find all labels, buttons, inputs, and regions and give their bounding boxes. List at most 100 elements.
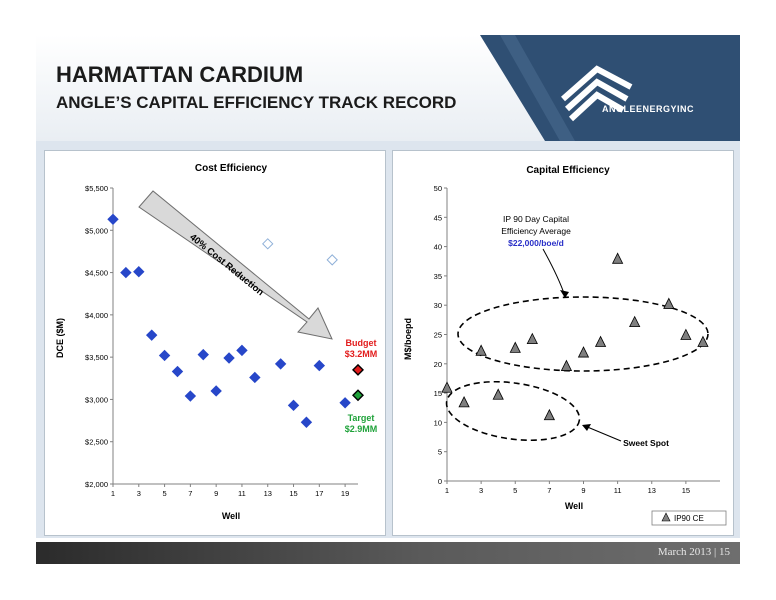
data-point-diamond — [300, 416, 313, 428]
slide-footer: March 2013 | 15 — [36, 542, 740, 564]
budget-value: $3.2MM — [345, 349, 378, 359]
x-tick-label: 9 — [581, 486, 585, 495]
cost-efficiency-chart: Cost Efficiency DCE ($M) Well $2,000 $2,5… — [55, 163, 378, 521]
x-tick-label: 5 — [162, 489, 166, 498]
y-tick-label: 35 — [434, 272, 442, 281]
data-point-triangle — [594, 335, 607, 347]
data-point-diamond — [223, 352, 235, 364]
x-tick-label: 11 — [238, 489, 246, 498]
y-tick-label: $4,500 — [85, 269, 108, 278]
y-tick-label: $3,000 — [85, 395, 108, 404]
slide-subtitle: ANGLE’S CAPITAL EFFICIENCY TRACK RECORD — [56, 93, 457, 112]
data-point-triangle — [611, 252, 624, 264]
x-tick-label: 11 — [614, 486, 622, 495]
cost-efficiency-panel: Cost Efficiency DCE ($M) Well $2,000 $2,5… — [44, 150, 386, 536]
chart-title: Cost Efficiency — [195, 163, 268, 174]
y-tick-label: 5 — [438, 448, 442, 457]
footer-date-page: March 2013 | 15 — [657, 546, 730, 558]
average-label-line1: IP 90 Day Capital — [503, 214, 569, 224]
x-tick-label: 1 — [445, 486, 449, 495]
y-tick-label: 15 — [434, 389, 442, 398]
legend-label: IP90 CE — [674, 514, 704, 523]
sweet-spot-label: Sweet Spot — [623, 438, 669, 448]
x-tick-label: 15 — [682, 486, 690, 495]
y-tick-label: $4,000 — [85, 311, 108, 320]
x-tick-label: 9 — [214, 489, 218, 498]
x-tick-label: 19 — [341, 489, 349, 498]
y-tick-label: 25 — [434, 331, 442, 340]
x-tick-label: 7 — [547, 486, 551, 495]
data-point-diamond — [107, 213, 119, 225]
slide-title: HARMATTAN CARDIUM — [56, 62, 304, 87]
target-value: $2.9MM — [345, 424, 378, 434]
data-point-diamond — [313, 359, 326, 372]
data-point-triangle — [543, 408, 556, 421]
x-tick-label: 7 — [188, 489, 192, 498]
data-point-diamond — [197, 348, 209, 361]
data-point-triangle — [680, 328, 692, 340]
x-tick-label: 13 — [264, 489, 272, 498]
y-axis-label: M$/boepd — [403, 318, 413, 360]
data-point-diamond — [133, 266, 145, 278]
y-tick-label: 40 — [434, 243, 442, 252]
average-pointer-arrow — [542, 248, 566, 297]
data-point-diamond — [352, 363, 364, 376]
x-tick-label: 3 — [479, 486, 483, 495]
capital-efficiency-chart: Capital Efficiency M$/boepd Well 0510152… — [403, 165, 727, 526]
data-point-diamond — [210, 385, 222, 397]
legend: IP90 CE — [651, 510, 727, 526]
data-point-triangle — [560, 359, 573, 371]
data-point-diamond — [352, 389, 364, 402]
capital-efficiency-panel: Capital Efficiency M$/boepd Well 0 5 10 15 2… — [392, 150, 734, 536]
data-point-diamond — [120, 266, 132, 279]
y-tick-label: 50 — [434, 184, 442, 193]
x-tick-label: 1 — [111, 489, 115, 498]
x-tick-label: 13 — [648, 486, 656, 495]
data-point-diamond — [287, 399, 300, 412]
logo-text: ANGLEENERGYINC — [601, 104, 694, 114]
x-tick-label: 17 — [315, 489, 323, 498]
data-point-triangle — [441, 381, 453, 393]
data-point-diamond — [236, 344, 248, 357]
data-point-triangle — [663, 297, 675, 309]
data-point-diamond — [171, 365, 184, 378]
data-point-diamond — [158, 349, 171, 362]
data-point-open-diamond — [262, 238, 274, 250]
y-tick-label: 45 — [434, 213, 442, 222]
y-tick-label: $5,500 — [85, 184, 108, 193]
y-tick-label: $2,500 — [85, 438, 108, 447]
data-point-open-diamond — [326, 254, 338, 266]
y-tick-label: $3,500 — [85, 353, 108, 362]
data-point-triangle — [697, 335, 709, 347]
data-point-triangle — [458, 395, 470, 408]
arrow-label: 40% Cost Reduction — [187, 232, 265, 298]
chart-title: Capital Efficiency — [526, 165, 610, 176]
x-tick-label: 15 — [289, 489, 297, 498]
data-point-diamond — [145, 329, 158, 341]
x-axis-label: Well — [222, 511, 240, 521]
sweet-spot-pointer-arrow — [584, 425, 622, 442]
sweet-spot-ellipse — [445, 380, 581, 442]
average-ellipse — [457, 296, 709, 372]
target-label: Target — [348, 413, 375, 423]
data-point-triangle — [526, 332, 538, 345]
x-axis-label: Well — [565, 501, 583, 511]
data-point-triangle — [475, 344, 487, 356]
cost-reduction-arrow: 40% Cost Reduction — [138, 190, 333, 340]
data-point-diamond — [274, 358, 287, 370]
x-tick-label: 5 — [513, 486, 517, 495]
y-tick-label: $5,000 — [85, 226, 108, 235]
data-point-triangle — [492, 388, 504, 400]
y-axis-label: DCE ($M) — [55, 318, 65, 358]
budget-label: Budget — [346, 338, 377, 348]
average-label-line2: Efficiency Average — [501, 226, 571, 236]
y-tick-label: 10 — [434, 418, 442, 427]
angle-energy-logo-icon — [561, 65, 633, 122]
y-tick-label: 30 — [434, 301, 442, 310]
y-tick-label: 20 — [434, 360, 442, 369]
data-point-triangle — [629, 315, 641, 328]
data-point-diamond — [249, 371, 261, 384]
x-tick-label: 3 — [137, 489, 141, 498]
average-value: $22,000/boe/d — [508, 238, 564, 248]
data-point-diamond — [339, 397, 351, 409]
